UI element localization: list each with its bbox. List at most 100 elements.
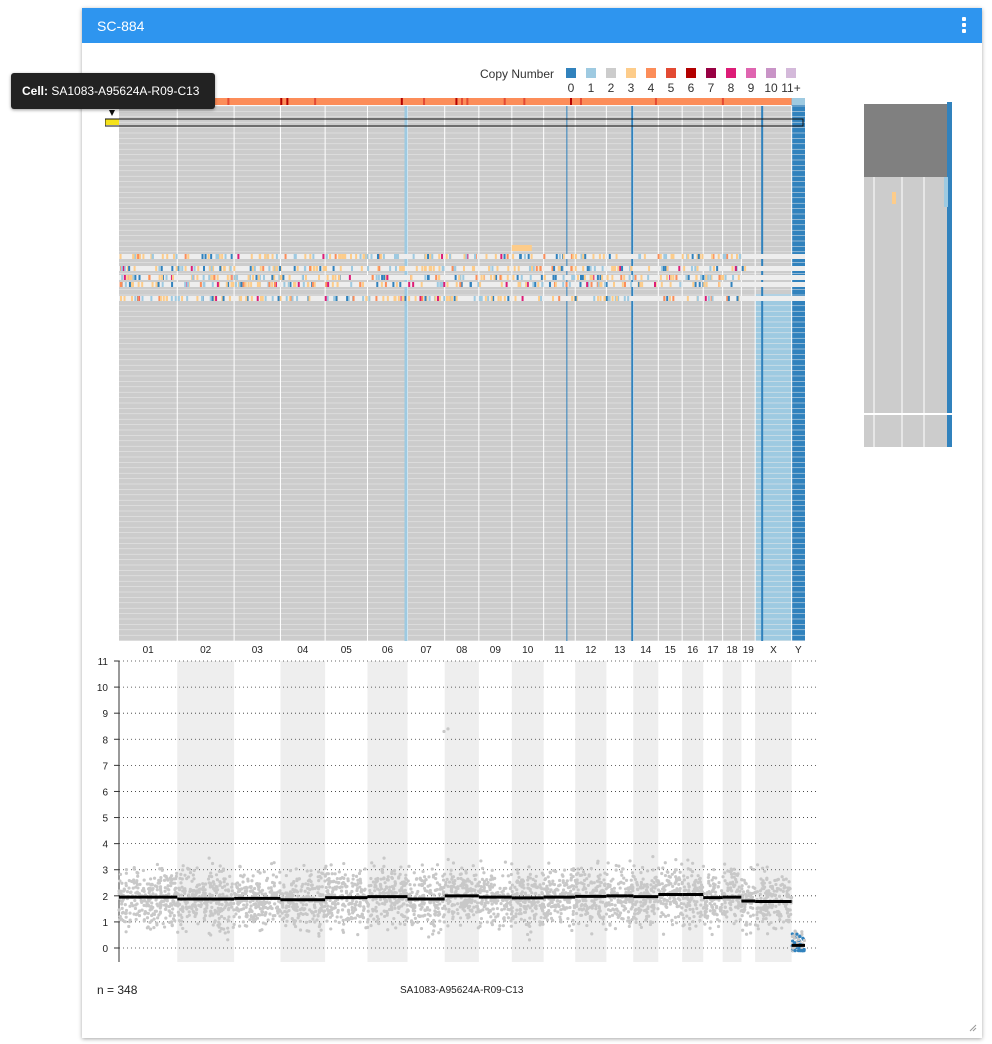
cn-point: [688, 927, 692, 931]
legend-swatch: [566, 68, 576, 78]
cn-point: [145, 926, 149, 930]
cn-point: [461, 878, 465, 882]
cn-point: [691, 907, 695, 911]
cn-point: [241, 880, 245, 884]
cn-point: [239, 894, 243, 898]
cn-point: [372, 864, 376, 868]
cn-point: [524, 907, 528, 911]
cn-point: [177, 886, 181, 890]
noisy-cell: [670, 254, 673, 259]
noisy-cell: [227, 282, 230, 287]
noisy-cell: [363, 254, 366, 259]
cn-point: [664, 914, 668, 918]
cn-point: [206, 877, 211, 881]
noisy-cell: [712, 266, 715, 271]
cn-point: [155, 862, 160, 867]
cn-point: [249, 889, 253, 893]
cn-point: [140, 888, 145, 893]
noisy-cell: [687, 275, 690, 280]
cn-point: [588, 916, 592, 920]
cn-point: [458, 916, 463, 920]
noisy-cell: [639, 282, 642, 287]
cn-point: [120, 902, 124, 906]
cn-point: [707, 889, 711, 894]
cn-point: [594, 904, 598, 908]
cn-point: [670, 922, 675, 927]
noisy-cell: [710, 296, 713, 301]
noisy-cell: [132, 254, 135, 259]
cn-point: [358, 920, 362, 924]
cn-point: [328, 885, 332, 889]
cn-point: [292, 922, 296, 926]
noisy-cell: [375, 275, 378, 280]
noisy-cell: [548, 282, 551, 287]
cn-point: [414, 877, 419, 881]
noisy-cell: [271, 254, 274, 259]
cn-point: [285, 891, 289, 896]
cn-point: [633, 877, 638, 882]
cn-point: [551, 918, 555, 923]
cn-point: [732, 922, 736, 926]
cn-point: [177, 913, 181, 917]
cn-point: [468, 904, 472, 908]
cn-point: [366, 925, 370, 930]
more-vert-icon[interactable]: [960, 17, 968, 35]
noisy-cell: [700, 275, 703, 280]
cn-point: [639, 880, 643, 884]
cn-point: [583, 872, 587, 877]
resize-handle-icon[interactable]: [969, 1024, 977, 1032]
cn-point: [642, 908, 647, 913]
noisy-cell: [681, 254, 684, 259]
cn-point: [590, 904, 594, 908]
noisy-cell: [267, 282, 270, 287]
cn-point: [296, 894, 300, 898]
noisy-cell: [255, 275, 258, 280]
noisy-cell: [599, 275, 602, 280]
noisy-cell: [672, 254, 675, 259]
cn-point: [459, 902, 463, 906]
noisy-cell: [401, 296, 404, 301]
feature-stripe: [761, 106, 764, 641]
noisy-cell: [347, 296, 350, 301]
chromosome-label: 09: [490, 645, 502, 656]
noisy-cell: [583, 275, 586, 280]
cn-point: [644, 888, 649, 892]
cn-point: [708, 909, 712, 913]
cn-point: [706, 875, 710, 880]
cn-point: [416, 889, 420, 894]
noisy-cell: [438, 275, 441, 280]
cn-point: [167, 909, 171, 913]
cn-point: [341, 918, 345, 922]
cn-point: [333, 906, 337, 910]
noisy-cell: [280, 275, 283, 280]
noisy-cell: [233, 266, 236, 271]
cn-point: [359, 914, 363, 918]
cn-point: [729, 908, 733, 912]
noisy-cell: [259, 266, 262, 271]
cn-point: [688, 907, 692, 912]
cn-point: [482, 889, 486, 893]
cn-point: [755, 916, 760, 921]
cn-point: [465, 913, 469, 917]
noisy-cell: [623, 296, 626, 301]
cn-point: [617, 864, 621, 868]
noisy-cell: [512, 254, 515, 259]
cn-point: [215, 901, 219, 906]
noisy-cell: [562, 275, 565, 280]
cn-point: [720, 889, 724, 893]
noisy-cell: [271, 282, 274, 287]
cn-point: [634, 900, 638, 904]
copy-number-heatmap[interactable]: 01 02 03 04 05 06 07 08 09 10 11 12 13 14 15 16 17 18 19 X Y: [105, 98, 810, 658]
heatmap-minimap[interactable]: [864, 102, 956, 452]
cn-point: [730, 875, 734, 879]
noisy-cell: [499, 275, 502, 280]
cn-point: [258, 928, 262, 933]
cn-point: [641, 904, 645, 908]
noisy-cell: [155, 266, 158, 271]
cn-point: [501, 874, 505, 878]
noisy-cell: [217, 282, 220, 287]
noisy-cell: [705, 282, 708, 287]
noisy-cell: [408, 296, 411, 301]
noisy-cell: [360, 266, 363, 271]
